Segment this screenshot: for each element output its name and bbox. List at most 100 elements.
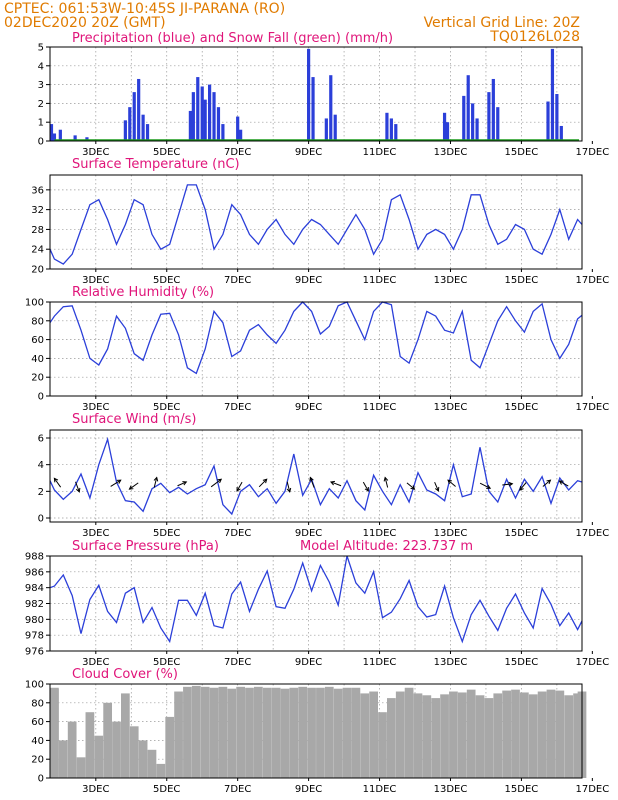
wind-arrow-shaft xyxy=(53,478,62,488)
cloud-cover-y-tick-label: 60 xyxy=(31,717,44,728)
wind-arrow-head xyxy=(546,479,552,485)
humidity-x-tick-label: 15DEC xyxy=(505,402,539,413)
cloud-bar xyxy=(94,735,104,778)
wind-arrow-shaft xyxy=(434,481,439,492)
wind-arrow-shaft xyxy=(286,481,291,492)
temperature-x-tick-label: 17DEC xyxy=(575,275,609,286)
wind-x-tick-label: 3DEC xyxy=(82,528,109,539)
precip-bar xyxy=(394,124,398,141)
cloud-bar xyxy=(369,691,378,778)
precipitation-x-tick-label: 9DEC xyxy=(295,147,322,158)
humidity-panel: 0 20 40 60 80 100 3DEC 5DEC 7DEC 9DEC 11DEC 13DEC 15… xyxy=(25,285,609,413)
wind-arrow-head xyxy=(486,484,492,489)
station-line: CPTEC: 061:53W-10:45S JI-PARANA (RO) xyxy=(4,1,285,17)
cloud-bar xyxy=(413,693,423,778)
humidity-x-tick-label: 5DEC xyxy=(153,402,180,413)
wind-arrow xyxy=(53,477,62,488)
precip-bar xyxy=(496,107,500,141)
precipitation-panel: 0 1 2 3 4 5 3DEC 5DEC 7DEC 9DEC 11DEC 13DEC 15DEC 17D… xyxy=(38,31,610,158)
precip-bar xyxy=(442,112,447,141)
cloud-bar xyxy=(165,716,175,778)
precipitation-x-tick-label: 15DEC xyxy=(505,147,539,158)
cloud-bar xyxy=(138,740,148,778)
pressure-x-tick-label: 17DEC xyxy=(575,657,609,668)
precip-bar xyxy=(471,103,475,141)
cloud-bar xyxy=(200,686,210,778)
cloud-cover-y-tick-label: 20 xyxy=(31,755,44,766)
pressure-x-tick-label: 15DEC xyxy=(505,657,539,668)
precip-bar xyxy=(200,86,204,141)
cloud-bar xyxy=(262,687,272,778)
wind-arrow-head xyxy=(75,487,81,493)
temperature-frame xyxy=(49,174,583,270)
wind-arrow xyxy=(383,476,389,488)
wind-arrow-shaft xyxy=(384,477,389,488)
precipitation-y-tick-label: 0 xyxy=(38,137,44,148)
humidity-y-tick-label: 20 xyxy=(31,373,44,384)
pressure-x-tick-label: 11DEC xyxy=(363,657,397,668)
wind-arrow xyxy=(110,479,122,487)
precip-bar xyxy=(208,84,212,141)
cloud-cover-x-tick-label: 9DEC xyxy=(295,784,322,795)
cloud-bar xyxy=(537,691,547,778)
wind-arrow-head xyxy=(128,485,134,490)
wind-y-tick-label: 4 xyxy=(38,460,44,471)
wind-arrow-shaft xyxy=(258,478,268,488)
pressure-x-tick-label: 9DEC xyxy=(295,657,322,668)
cloud-bar xyxy=(360,693,370,778)
cloud-bar xyxy=(85,712,95,778)
temperature-y-tick-label: 36 xyxy=(31,185,44,196)
wind-arrow xyxy=(542,479,552,487)
cloud-bar xyxy=(466,689,476,778)
temperature-x-tick-label: 9DEC xyxy=(295,275,322,286)
wind-arrow xyxy=(236,481,243,492)
wind-x-tick-label: 13DEC xyxy=(434,528,468,539)
precipitation-x-tick-label: 5DEC xyxy=(153,147,180,158)
cloud-bar xyxy=(245,687,254,778)
wind-y-tick-label: 0 xyxy=(38,514,44,525)
humidity-y-tick-label: 100 xyxy=(25,298,44,309)
cloud-cover-x-tick-label: 15DEC xyxy=(505,784,539,795)
pressure-x-tick-label: 7DEC xyxy=(224,657,251,668)
wind-arrow-head xyxy=(383,476,389,482)
wind-arrow xyxy=(75,481,81,493)
precipitation-x-tick-label: 11DEC xyxy=(363,147,397,158)
cloud-bar xyxy=(289,687,299,778)
wind-series-line xyxy=(49,436,583,516)
cloud-bar xyxy=(351,687,361,778)
wind-arrow-head xyxy=(519,486,524,491)
precip-bar xyxy=(475,118,479,141)
precip-bar xyxy=(212,92,216,141)
temperature-panel: 20 24 28 32 36 3DEC 5DEC 7DEC 9DEC 11DEC 13DEC 15DE… xyxy=(31,157,609,286)
precip-bar xyxy=(466,75,470,141)
cloud-cover-x-tick-label: 5DEC xyxy=(153,784,180,795)
wind-arrow-shaft xyxy=(559,480,569,487)
humidity-y-tick-label: 60 xyxy=(31,335,44,346)
cloud-cover-title: Cloud Cover (%) xyxy=(72,667,178,682)
wind-arrow-shaft xyxy=(153,477,158,488)
temperature-x-tick-label: 7DEC xyxy=(224,275,251,286)
precip-bar xyxy=(191,92,195,141)
wind-arrow-shaft xyxy=(309,477,315,488)
humidity-x-tick-label: 13DEC xyxy=(434,402,468,413)
precip-bar xyxy=(58,129,62,141)
cloud-bar xyxy=(156,763,166,778)
precip-bar xyxy=(555,94,559,141)
wind-arrow-head xyxy=(329,480,335,486)
precipitation-y-tick-label: 5 xyxy=(38,43,44,54)
cloud-bar xyxy=(254,686,263,778)
precipitation-title: Precipitation (blue) and Snow Fall (gree… xyxy=(72,31,393,46)
precip-bar xyxy=(49,124,54,141)
cloud-bar xyxy=(280,688,290,778)
pressure-y-tick-label: 976 xyxy=(25,647,44,658)
precip-bar xyxy=(445,122,450,141)
wind-arrow-head xyxy=(53,477,59,483)
pressure-series-line xyxy=(49,555,583,644)
wind-arrow-head xyxy=(410,485,416,490)
cloud-cover-y-tick-label: 0 xyxy=(38,774,44,785)
run-time: 02DEC2020 20Z (GMT) xyxy=(4,15,166,31)
cloud-bar xyxy=(209,687,219,778)
temperature-title: Surface Temperature (nC) xyxy=(72,157,240,172)
cloud-cover-frame xyxy=(49,683,583,779)
humidity-y-tick-label: 40 xyxy=(31,354,44,365)
